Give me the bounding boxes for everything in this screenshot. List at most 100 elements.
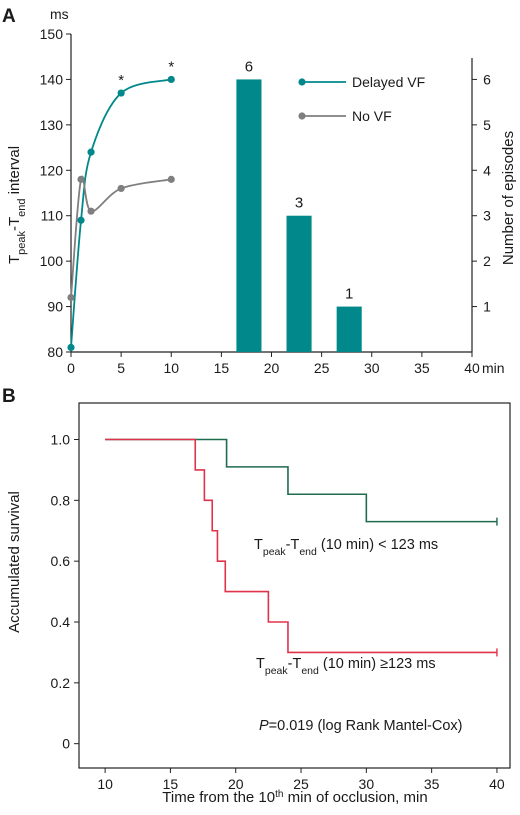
panel-a-bars: 6 3 1 (236, 58, 362, 352)
legend-no-vf-label: No VF (352, 108, 392, 124)
panel-a-x-tick-label: 30 (364, 360, 380, 376)
delayed-vf-point (117, 89, 125, 97)
annotation-low-t2: -T (286, 537, 300, 553)
annotation-low-tail: (10 min) < 123 ms (317, 537, 438, 553)
panel-b-x-tick-label: 25 (293, 776, 309, 792)
panel-a-x-tick-label: 35 (414, 360, 430, 376)
panel-b-x-tick-label: 40 (489, 776, 505, 792)
panel-a-y-title-sub2: end (16, 198, 28, 216)
panel-b-y-tick-label: 0.4 (51, 614, 71, 630)
panel-a-y-title-mid: -T (6, 217, 23, 231)
panel-a-y-title-main: T (6, 255, 23, 264)
annotation-low-group: Tpeak-Tend (10 min) < 123 ms (254, 537, 438, 558)
no-vf-line (70, 175, 172, 298)
panel-b-lines (105, 438, 498, 657)
panel-a-y-tick-label: 130 (40, 117, 64, 133)
p-value-text: =0.019 (log Rank Mantel-Cox) (269, 718, 463, 734)
no-vf-point (87, 207, 95, 215)
panel-a-x-unit: min (482, 360, 505, 376)
annotation-high-t1: T (256, 656, 265, 672)
episode-bar-label: 6 (245, 58, 253, 75)
panel-b-x-axis-title: Time from the 10th min of occlusion, min (162, 789, 427, 807)
panel-a-y-tick-label: 100 (40, 253, 64, 269)
panel-a-right-tick-label: 4 (483, 162, 491, 178)
annotation-low-t1: T (254, 537, 263, 553)
panel-a-y-tick-label: 140 (40, 71, 64, 87)
panel-a-right-tick-label: 3 (483, 208, 491, 224)
no-vf-point (117, 184, 125, 193)
episode-bar (336, 306, 362, 352)
panel-a-x-tick-label: 40 (464, 360, 480, 376)
panel-a: A ms Tpeak-Tend interval Number of episo… (2, 6, 517, 376)
panel-a-letter: A (2, 6, 16, 27)
annotation-high-group: Tpeak-Tend (10 min) ≥123 ms (256, 656, 436, 677)
panel-a-x-tick-label: 0 (67, 360, 75, 376)
panel-a-x-tick-label: 5 (117, 360, 125, 376)
panel-b-y-axis-title: Accumulated survival (6, 491, 23, 633)
panel-b-frame (78, 402, 511, 769)
p-value-symbol: P (259, 718, 269, 734)
panel-b-x-tick-label: 35 (424, 776, 440, 792)
annotation-low-sub2: end (299, 546, 317, 558)
panel-a-x-tick-label: 20 (264, 360, 280, 376)
panel-b-y-tick-label: 0.6 (51, 553, 71, 569)
annotation-high-t2: -T (288, 656, 302, 672)
panel-b-y-tick-label: 0.8 (51, 492, 71, 508)
legend-delayed-vf-label: Delayed VF (352, 74, 425, 90)
panel-a-x-tick-label: 10 (163, 360, 179, 376)
panel-a-y-tick-label: 80 (47, 344, 63, 360)
delayed-vf-point (67, 343, 75, 352)
survival-curve-high (105, 438, 497, 654)
panel-a-right-tick-label: 1 (483, 299, 491, 315)
no-vf-point (67, 293, 75, 302)
panel-a-x-tick-label: 15 (214, 360, 230, 376)
panel-a-unit-label: ms (50, 6, 69, 22)
panel-b-y-tick-label: 0.2 (51, 675, 71, 691)
panel-b-axes: 0 0.2 0.4 0.6 0.8 1.0 10 15 20 25 30 35 40 (51, 402, 511, 792)
panel-a-right-tick-label: 2 (483, 253, 491, 269)
panel-b-x-tick-label: 10 (97, 776, 113, 792)
annotation-high-sub2: end (301, 665, 319, 677)
no-vf-point (167, 175, 175, 183)
no-vf-point (77, 175, 85, 183)
annotation-high-tail: (10 min) ≥123 ms (319, 656, 436, 672)
delayed-vf-point (167, 75, 175, 84)
survival-curve-low (105, 438, 497, 523)
panel-b-x-tick-label: 15 (163, 776, 179, 792)
panel-b-y-tick-label: 0 (62, 736, 70, 752)
legend-no-vf-marker (298, 112, 306, 120)
panel-b-x-title-post: min of occlusion, min (283, 789, 427, 806)
annotation-high-sub1: peak (265, 665, 289, 677)
delayed-vf-line (70, 78, 172, 348)
panel-a-right-tick-label: 5 (483, 117, 491, 133)
panel-b-x-title-pre: Time from the 10 (162, 789, 275, 806)
panel-a-y-tick-label: 110 (41, 208, 64, 224)
panel-a-y-tick-label: 150 (40, 26, 64, 42)
panel-a-right-tick-label: 6 (483, 71, 491, 87)
panel-a-y-title-tail: interval (6, 146, 23, 199)
delayed-vf-point (77, 216, 85, 224)
panel-b-x-tick-label: 30 (359, 776, 375, 792)
significance-star: * (118, 72, 124, 89)
panel-a-lines: ** (67, 58, 175, 352)
episode-bar-label: 3 (295, 195, 303, 212)
significance-star: * (168, 58, 174, 75)
panel-a-right-axis-title: Number of episodes (500, 131, 517, 265)
legend-delayed-vf-marker (298, 78, 306, 86)
episode-bar-label: 1 (345, 286, 353, 303)
panel-b-y-tick-label: 1.0 (51, 432, 71, 448)
episode-bar (286, 215, 312, 352)
panel-a-y-axis-title: Tpeak-Tend interval (6, 146, 28, 264)
p-value-annotation: P=0.019 (log Rank Mantel-Cox) (259, 718, 463, 734)
episode-bar (236, 79, 262, 352)
panel-a-x-tick-label: 25 (314, 360, 330, 376)
annotation-low-sub1: peak (263, 546, 287, 558)
panel-b: B Accumulated survival Time from the 10t… (2, 386, 511, 807)
panel-b-letter: B (2, 386, 16, 407)
delayed-vf-point (87, 148, 95, 156)
panel-a-legend: Delayed VF No VF (298, 74, 425, 124)
panel-b-x-tick-label: 20 (228, 776, 244, 792)
panel-a-y-title-sub1: peak (16, 231, 28, 255)
